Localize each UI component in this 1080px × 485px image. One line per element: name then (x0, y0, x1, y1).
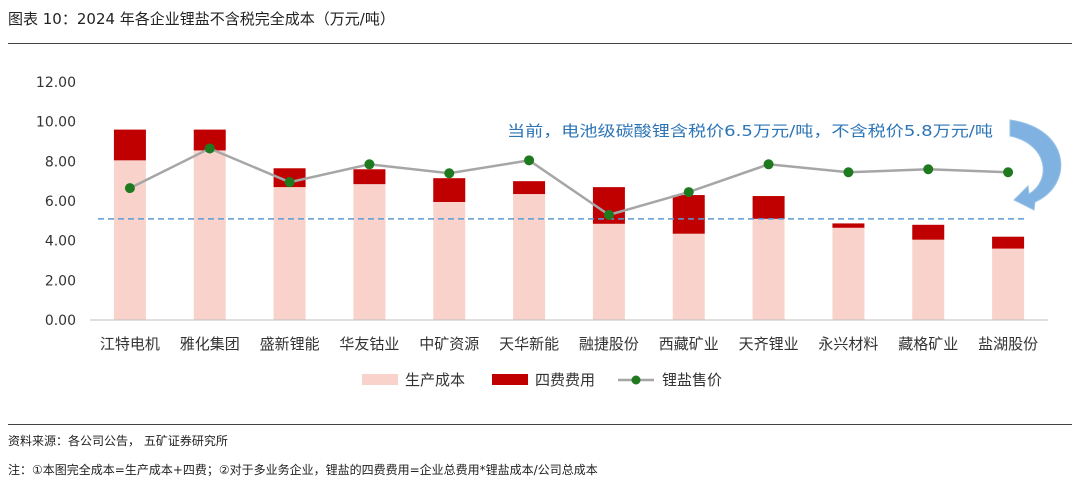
x-tick-label: 藏格矿业 (898, 335, 958, 353)
bar-production-9 (832, 227, 865, 320)
x-tick-label: 雅化集团 (180, 335, 240, 353)
legend-swatch-production (362, 374, 398, 385)
cost-chart: 0.00 2.00 4.00 6.00 8.00 10.00 12.00 江特电机 雅化集团 盛… (36, 75, 1062, 389)
bar-production-4 (433, 201, 466, 320)
legend-label-fees: 四费费用 (535, 371, 595, 389)
bar-production-1 (193, 150, 226, 320)
bar-production-10 (912, 239, 945, 320)
bar-fees-5 (513, 181, 546, 195)
y-tick-label: 12.00 (36, 75, 76, 91)
y-tick-label: 10.00 (36, 115, 76, 131)
bar-production-3 (353, 184, 386, 320)
bar-fees-8 (752, 196, 785, 219)
x-tick-label: 盛新锂能 (260, 335, 320, 353)
footer-divider (8, 424, 1072, 425)
x-tick-label: 融捷股份 (579, 335, 639, 353)
bar-fees-1 (193, 129, 226, 151)
bar-fees-0 (113, 129, 146, 161)
legend-label-price: 锂盐售价 (662, 371, 722, 389)
x-tick-label: 天齐锂业 (739, 335, 799, 353)
price-marker-3 (364, 159, 375, 170)
price-marker-8 (763, 159, 774, 170)
x-tick-label: 天华新能 (499, 335, 559, 353)
bar-fees-11 (992, 236, 1025, 249)
price-marker-2 (284, 177, 295, 188)
source-text: 资料来源：各公司公告， 五矿证券研究所 (8, 434, 228, 448)
legend-swatch-fees (492, 374, 528, 385)
figure-title: 图表 10：2024 年各企业锂盐不含税完全成本（万元/吨） (8, 10, 395, 28)
bar-production-8 (752, 218, 785, 320)
price-marker-6 (603, 209, 614, 220)
bar-production-5 (513, 194, 546, 320)
legend-swatch-price-marker (631, 375, 641, 385)
bar-fees-10 (912, 224, 945, 240)
bar-production-11 (992, 248, 1025, 320)
y-tick-label: 2.00 (45, 273, 76, 289)
price-marker-10 (923, 164, 934, 175)
bar-production-2 (273, 187, 306, 320)
x-tick-label: 盐湖股份 (978, 335, 1038, 353)
price-line (129, 147, 1009, 217)
y-tick-label: 8.00 (45, 154, 76, 170)
price-annotation: 当前，电池级碳酸锂含税价6.5万元/吨，不含税价5.8万元/吨 (507, 122, 993, 140)
price-marker-9 (843, 167, 854, 178)
bar-fees-3 (353, 169, 386, 185)
bar-fees-9 (832, 223, 865, 228)
y-tick-label: 0.00 (45, 313, 76, 329)
legend: 生产成本 四费费用 锂盐售价 (362, 371, 722, 389)
x-axis: 江特电机 雅化集团 盛新锂能 华友钴业 中矿资源 天华新能 融捷股份 西藏矿业 天齐锂业 永兴材料… (90, 319, 1048, 353)
y-tick-label: 4.00 (45, 234, 76, 250)
title-divider (8, 43, 1072, 44)
y-tick-label: 6.00 (45, 194, 76, 210)
price-marker-1 (204, 143, 215, 154)
curved-arrow-icon (1009, 119, 1062, 211)
price-marker-7 (683, 187, 694, 198)
bar-fees-4 (433, 178, 466, 202)
x-tick-label: 中矿资源 (419, 335, 479, 353)
price-marker-5 (524, 155, 535, 166)
legend-label-production: 生产成本 (405, 371, 465, 389)
bar-production-6 (592, 223, 625, 320)
curved-arrow-shape (1009, 119, 1062, 211)
y-axis: 0.00 2.00 4.00 6.00 8.00 10.00 12.00 (36, 75, 76, 329)
bar-fees-7 (672, 195, 705, 234)
x-tick-label: 华友钴业 (339, 335, 399, 353)
x-tick-label: 江特电机 (100, 335, 160, 353)
price-line-series (124, 143, 1014, 220)
bar-series (113, 129, 1025, 320)
price-marker-0 (124, 183, 135, 194)
note-text: 注：①本图完全成本=生产成本+四费；②对于多业务企业，锂盐的四费费用=企业总费用… (8, 463, 598, 477)
x-tick-label: 西藏矿业 (659, 335, 719, 353)
price-marker-11 (1003, 167, 1014, 178)
price-marker-4 (444, 168, 455, 179)
bar-production-7 (672, 233, 705, 320)
x-tick-label: 永兴材料 (818, 335, 878, 353)
